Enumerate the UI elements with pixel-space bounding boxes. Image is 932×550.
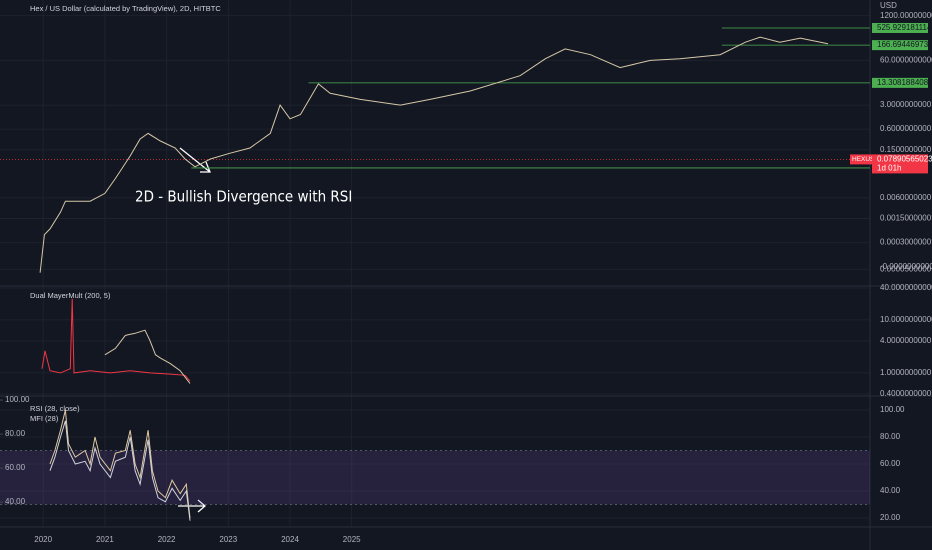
price-label: 13.30818840828	[877, 78, 932, 87]
symbol-box	[850, 154, 872, 165]
series-line	[49, 420, 191, 521]
x-tick-label: 2024	[281, 535, 299, 544]
grid	[0, 0, 870, 527]
y-tick-label: 0.0000500000	[880, 264, 932, 273]
y-tick-label: 0.0060000000	[880, 193, 932, 202]
y-tick-label: 40.00	[880, 486, 901, 495]
y-tick-label: 3.0000000000	[880, 100, 932, 109]
legend-entry: RSI (28, close)	[30, 404, 80, 413]
price-box	[872, 154, 928, 174]
pane-title: Dual MayerMult (200, 5)	[30, 291, 111, 300]
y-tick-label: 0.0003000000	[880, 238, 932, 247]
x-tick-label: 2025	[343, 535, 361, 544]
price-box	[872, 40, 928, 51]
symbol-label: HEXUSD	[852, 156, 879, 163]
x-tick-label: 2022	[158, 535, 176, 544]
y2-tick-label: 60.00	[5, 463, 26, 472]
x-tick-label: 2021	[96, 535, 114, 544]
x-tick-label: 2023	[219, 535, 237, 544]
currency-label: USD	[880, 1, 897, 10]
series-line	[49, 409, 191, 519]
y-tick-label: 0.4000000000	[880, 389, 932, 398]
price-label: 525.92918111462	[877, 23, 932, 32]
annotation: 2D - Bullish Divergence with RSI	[135, 188, 352, 206]
y2-tick-label: 80.00	[5, 429, 26, 438]
marks: 2020 2021 2022 2023 2024 2025 1200.0000000000 6…	[0, 11, 932, 544]
y-tick-label: 20.00	[880, 513, 901, 522]
y-tick-label: 80.00	[880, 432, 901, 441]
y-tick-label: 40.0000000000	[880, 283, 932, 292]
series-line	[41, 298, 191, 382]
chart-title: Hex / US Dollar (calculated by TradingVi…	[30, 4, 221, 13]
y2-tick-label: 100.00	[5, 395, 30, 404]
band	[0, 450, 870, 505]
y-tick-label: 10.0000000000	[880, 315, 932, 324]
y-tick-label: 4.0000000000	[880, 336, 932, 345]
price-label: 166.69446973143	[877, 40, 932, 49]
arrow	[178, 499, 206, 513]
price-label: 0.07890565023	[877, 155, 932, 164]
series-line	[39, 36, 829, 273]
x-tick-label: 2020	[34, 535, 52, 544]
y-tick-label: 60.0000000000	[880, 56, 932, 65]
price-box	[872, 77, 928, 88]
y-tick-label: 1.0000000000	[880, 368, 932, 377]
y-tick-label: 0.6000000000	[880, 124, 932, 133]
y-tick-label: 100.00	[880, 405, 905, 414]
y-tick-label: 0.1500000000	[880, 145, 932, 154]
y-tick-label: 1200.0000000000	[880, 11, 932, 20]
legend-entry: MFI (28)	[30, 414, 59, 423]
y-tick-label: 0.0015000000	[880, 214, 932, 223]
price-axis-label: -0.0000000000	[880, 262, 932, 271]
y-tick-label: 60.00	[880, 459, 901, 468]
price-box	[872, 22, 928, 33]
y2-tick-label: 40.00	[5, 497, 26, 506]
countdown-label: 1d 01h	[877, 164, 901, 173]
series-line	[104, 329, 191, 384]
